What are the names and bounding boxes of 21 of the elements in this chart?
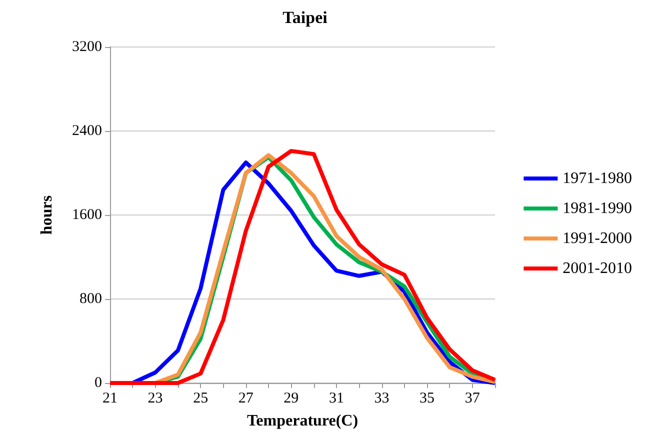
y-tick-label: 2400 bbox=[72, 123, 102, 139]
legend-label: 1981-1990 bbox=[562, 200, 632, 217]
legend-label: 1991-2000 bbox=[562, 230, 632, 247]
x-tick-label: 21 bbox=[102, 390, 118, 406]
x-tick-label: 37 bbox=[464, 390, 480, 406]
x-tick-label: 25 bbox=[193, 390, 208, 406]
y-tick-label: 3200 bbox=[72, 39, 102, 55]
y-tick-label: 800 bbox=[80, 291, 102, 307]
y-tick-label: 0 bbox=[94, 375, 102, 391]
legend-label: 2001-2010 bbox=[562, 260, 632, 277]
x-tick-label: 33 bbox=[374, 390, 390, 406]
x-tick-label: 27 bbox=[238, 390, 254, 406]
x-tick-label: 23 bbox=[148, 390, 163, 406]
x-axis-title: Temperature(C) bbox=[246, 412, 358, 430]
chart-title: Taipei bbox=[282, 8, 328, 27]
legend-label: 1971-1980 bbox=[562, 170, 632, 187]
x-tick-label: 29 bbox=[284, 390, 299, 406]
y-axis-title: hours bbox=[38, 195, 56, 235]
y-tick-label: 1600 bbox=[72, 207, 102, 223]
x-tick-label: 31 bbox=[328, 390, 344, 406]
x-tick-label: 35 bbox=[420, 390, 435, 406]
